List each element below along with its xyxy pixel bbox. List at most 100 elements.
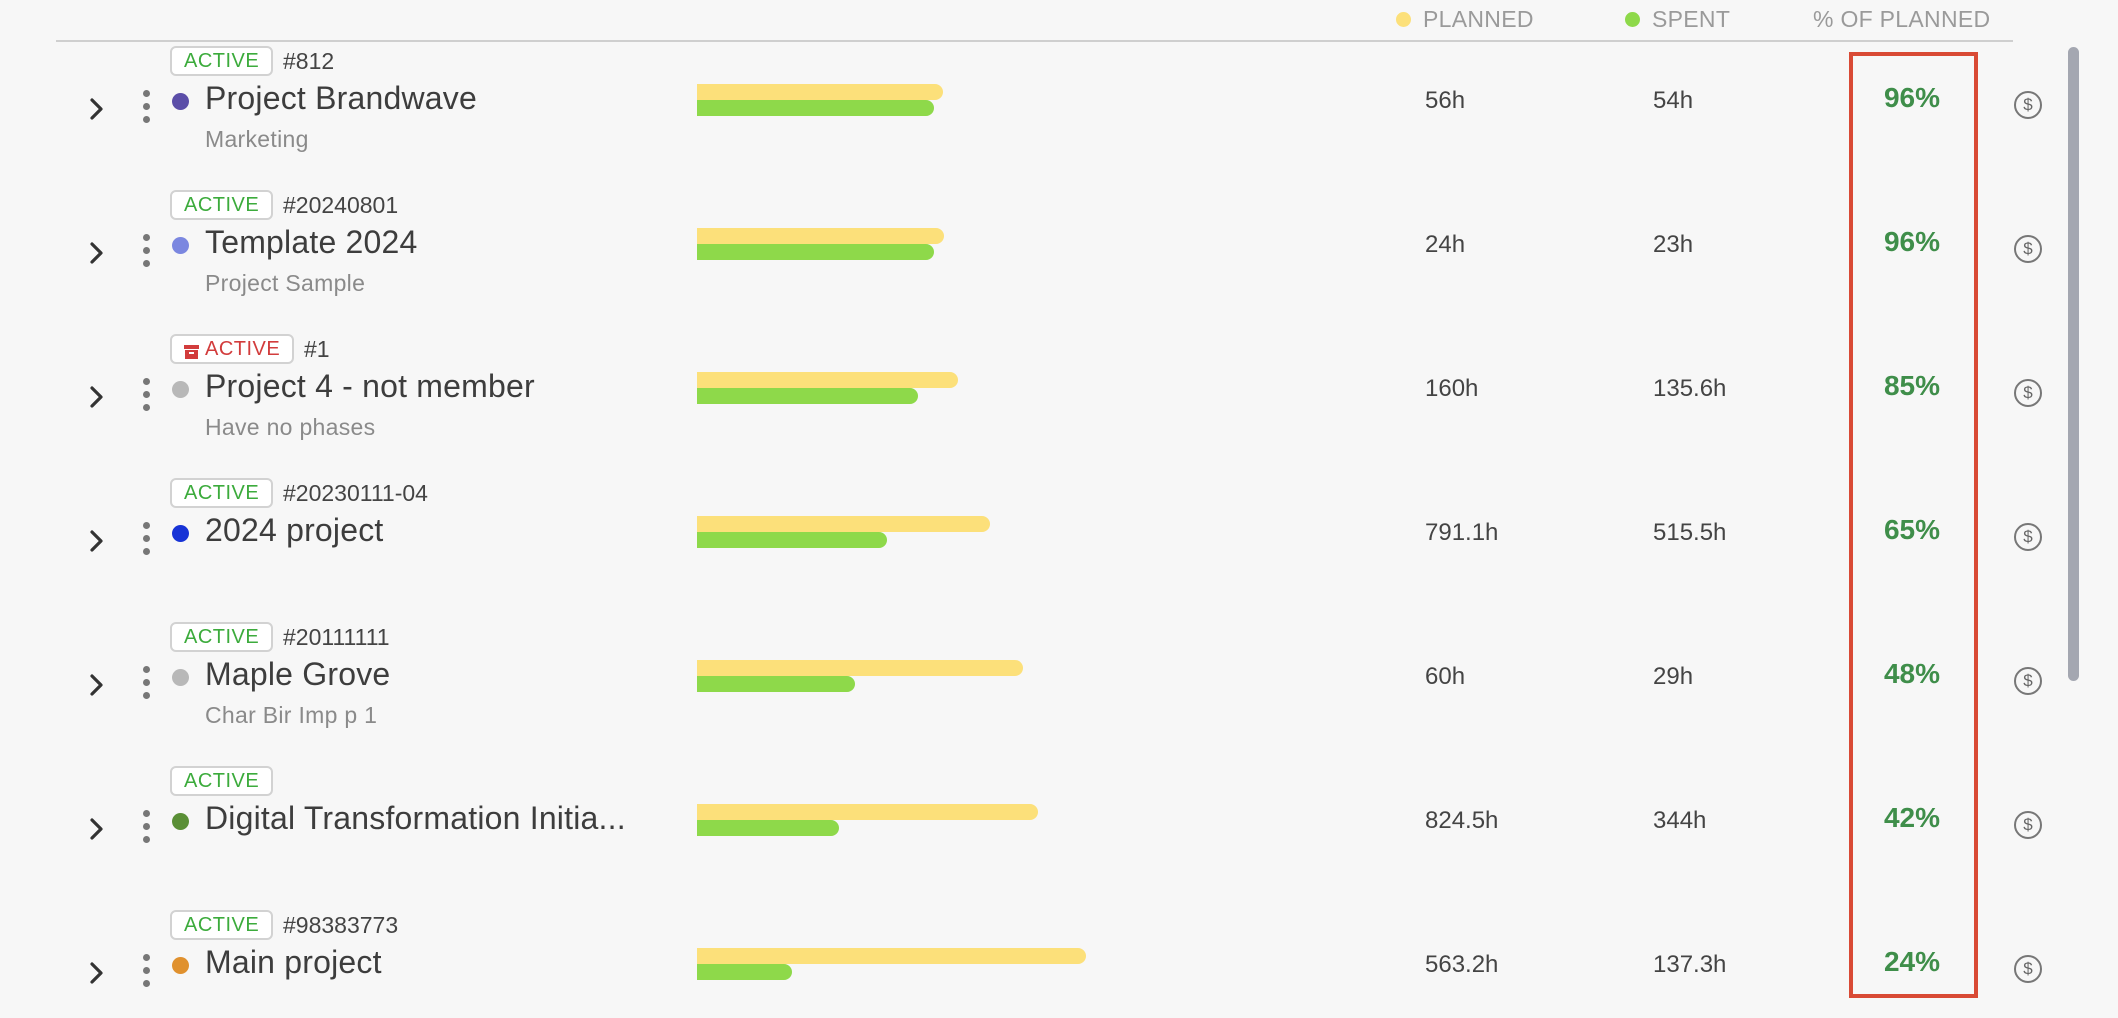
project-name[interactable]: Template 2024	[205, 224, 418, 260]
row-menu-button[interactable]	[131, 942, 161, 998]
spent-hours: 54h	[1653, 87, 1694, 114]
project-name[interactable]: Main project	[205, 944, 382, 980]
status-badge[interactable]: ACTIVE	[170, 910, 274, 940]
chevron-right-icon	[90, 242, 103, 264]
row-menu-button[interactable]	[131, 654, 161, 710]
spent-hours: 515.5h	[1653, 519, 1727, 546]
pct-of-planned-column-header[interactable]: % OF PLANNED	[1813, 6, 1990, 33]
planned-hours: 60h	[1425, 663, 1466, 690]
planned-bar	[697, 228, 944, 244]
planned-hours: 791.1h	[1425, 519, 1499, 546]
project-color-dot	[172, 957, 189, 974]
archive-box-icon	[184, 342, 199, 359]
project-color-dot	[172, 669, 189, 686]
status-badge[interactable]: ACTIVE	[170, 766, 274, 796]
billing-button[interactable]: $	[2014, 523, 2042, 551]
project-id: #98383773	[283, 911, 399, 938]
project-color-dot	[172, 525, 189, 542]
dollar-icon: $	[2023, 671, 2033, 690]
project-name[interactable]: Maple Grove	[205, 656, 391, 692]
project-name[interactable]: Project Brandwave	[205, 80, 477, 116]
billing-button[interactable]: $	[2014, 235, 2042, 263]
pct-of-planned: 65%	[1883, 514, 1941, 545]
project-row[interactable]: ACTIVE #1 Project 4 - not member Have no ph…	[56, 330, 2042, 474]
expand-row-button[interactable]	[82, 94, 112, 124]
expand-row-button[interactable]	[82, 526, 112, 556]
project-id: #1	[304, 335, 330, 362]
dollar-icon: $	[2023, 527, 2033, 546]
status-badge[interactable]: ACTIVE	[170, 622, 274, 652]
expand-row-button[interactable]	[82, 238, 112, 268]
spent-bar	[697, 820, 839, 836]
hours-bar-chart	[697, 84, 1297, 118]
kebab-menu-icon	[142, 233, 150, 241]
spent-column-header[interactable]: SPENT	[1625, 6, 1730, 33]
kebab-menu-icon	[142, 665, 150, 673]
spent-header-label: SPENT	[1652, 6, 1731, 32]
billing-button[interactable]: $	[2014, 379, 2042, 407]
project-row[interactable]: ACTIVE #20230111-04 2024 project 791.1h 515.…	[56, 474, 2042, 618]
billing-button[interactable]: $	[2014, 91, 2042, 119]
status-label: ACTIVE	[184, 49, 260, 72]
project-name[interactable]: Project 4 - not member	[205, 368, 535, 404]
dollar-icon: $	[2023, 95, 2033, 114]
project-color-dot	[172, 813, 189, 830]
row-menu-button[interactable]	[131, 78, 161, 134]
row-menu-button[interactable]	[131, 366, 161, 422]
status-label: ACTIVE	[184, 193, 260, 216]
chevron-right-icon	[90, 386, 103, 408]
chevron-right-icon	[90, 818, 103, 840]
hours-bar-chart	[697, 804, 1297, 838]
project-color-dot	[172, 381, 189, 398]
project-id: #20240801	[283, 191, 399, 218]
expand-row-button[interactable]	[82, 382, 112, 412]
kebab-menu-icon	[142, 89, 150, 97]
kebab-menu-icon	[142, 377, 150, 385]
spent-hours: 137.3h	[1653, 951, 1727, 978]
kebab-menu-icon	[142, 953, 150, 961]
chevron-right-icon	[90, 98, 103, 120]
project-row[interactable]: ACTIVE #812 Project Brandwave Marketing 56h 5…	[56, 42, 2042, 186]
project-id: #20230111-04	[283, 479, 428, 506]
project-name[interactable]: Digital Transformation Initia...	[205, 800, 626, 836]
spent-hours: 23h	[1653, 231, 1694, 258]
planned-bar	[697, 948, 1086, 964]
pct-of-planned: 42%	[1883, 802, 1941, 833]
project-client: Project Sample	[205, 270, 366, 296]
expand-row-button[interactable]	[82, 814, 112, 844]
status-badge[interactable]: ACTIVE	[170, 190, 274, 220]
pct-column-highlight	[1849, 52, 1978, 998]
project-row[interactable]: ACTIVE Digital Transformation Initia... 82…	[56, 762, 2042, 906]
row-menu-button[interactable]	[131, 798, 161, 854]
status-badge[interactable]: ACTIVE	[170, 478, 274, 508]
planned-hours: 824.5h	[1425, 807, 1499, 834]
billing-button[interactable]: $	[2014, 667, 2042, 695]
expand-row-button[interactable]	[82, 670, 112, 700]
project-name[interactable]: 2024 project	[205, 512, 384, 548]
planned-header-label: PLANNED	[1423, 6, 1534, 32]
hours-bar-chart	[697, 516, 1297, 550]
spent-bar	[697, 532, 887, 548]
vertical-scrollbar[interactable]	[2068, 47, 2079, 681]
project-row[interactable]: ACTIVE #20240801 Template 2024 Project Samp…	[56, 186, 2042, 330]
project-client: Marketing	[205, 126, 309, 152]
billing-button[interactable]: $	[2014, 955, 2042, 983]
spent-bar	[697, 964, 792, 980]
status-label: ACTIVE	[184, 769, 260, 792]
dollar-icon: $	[2023, 815, 2033, 834]
row-menu-button[interactable]	[131, 222, 161, 278]
status-badge[interactable]: ACTIVE	[170, 334, 295, 364]
planned-legend-dot	[1396, 12, 1411, 27]
expand-row-button[interactable]	[82, 958, 112, 988]
row-menu-button[interactable]	[131, 510, 161, 566]
project-color-dot	[172, 237, 189, 254]
billing-button[interactable]: $	[2014, 811, 2042, 839]
kebab-menu-icon	[142, 521, 150, 529]
status-badge[interactable]: ACTIVE	[170, 46, 274, 76]
spent-bar	[697, 676, 855, 692]
project-row[interactable]: ACTIVE #20111111 Maple Grove Char Bir Imp p…	[56, 618, 2042, 762]
planned-bar	[697, 84, 943, 100]
planned-column-header[interactable]: PLANNED	[1396, 6, 1534, 33]
pct-of-planned: 48%	[1883, 658, 1941, 689]
project-row[interactable]: ACTIVE #98383773 Main project 563.2h 137.3h 2…	[56, 906, 2042, 1018]
